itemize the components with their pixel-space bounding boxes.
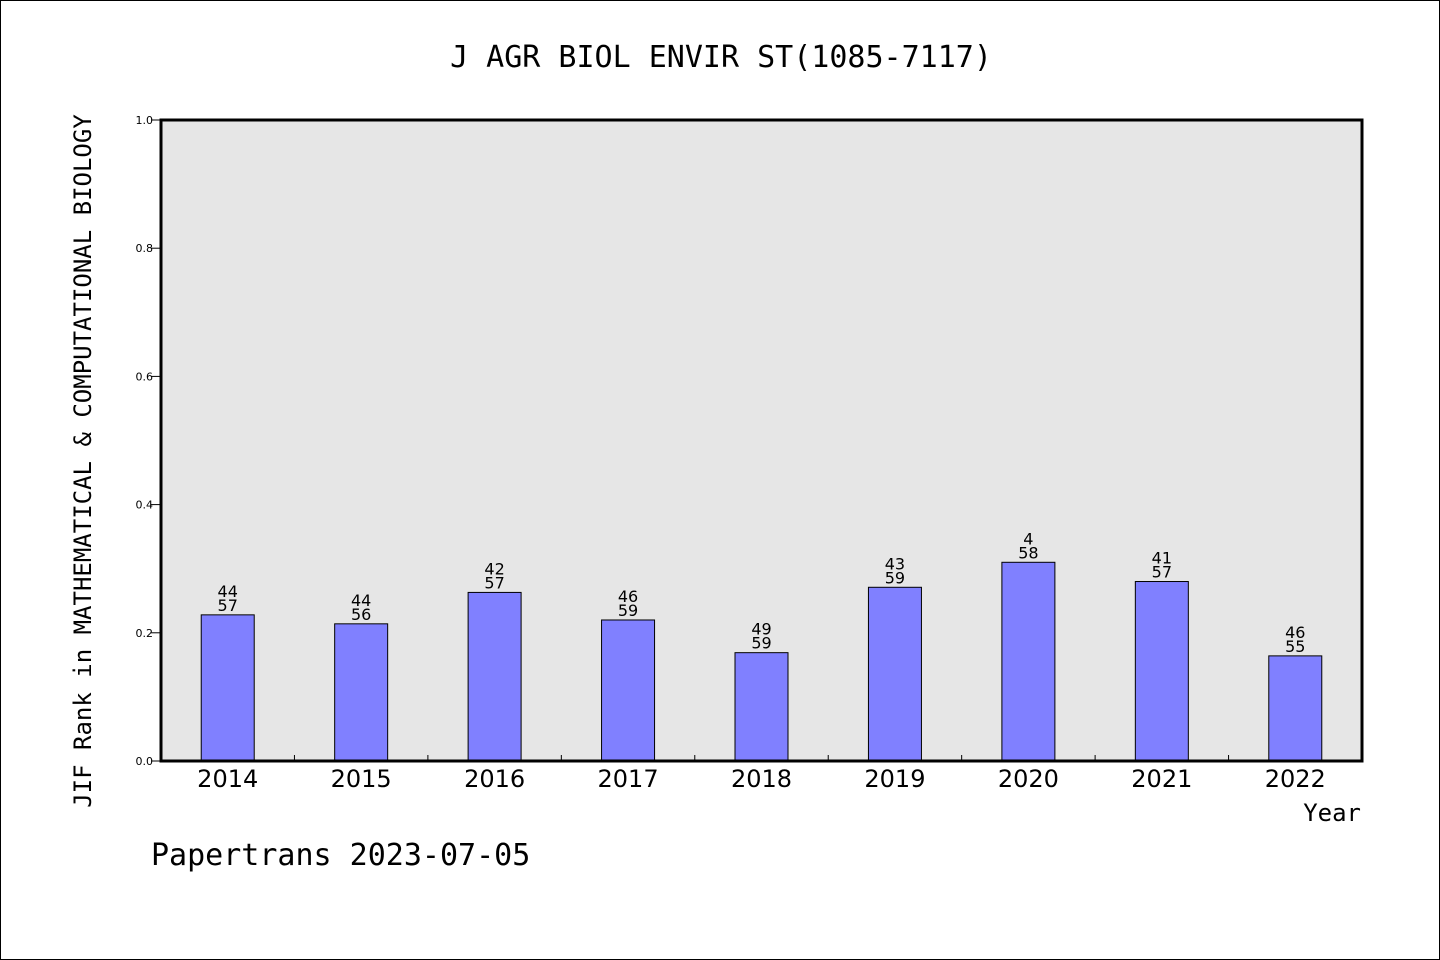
bar-label-total: 59 — [751, 634, 771, 653]
bar-2022 — [1268, 655, 1323, 762]
y-tick-label: 0.8 — [136, 242, 154, 255]
y-tick-label: 0.2 — [136, 627, 154, 640]
x-tick-label: 2022 — [1265, 765, 1326, 793]
x-tick-label: 2016 — [464, 765, 525, 793]
bar-label-total: 57 — [1152, 563, 1172, 582]
bar-2021 — [1134, 581, 1189, 762]
bar-label-total: 58 — [1018, 543, 1038, 562]
bar-2016 — [467, 591, 522, 762]
y-tick-label: 0.6 — [136, 370, 154, 383]
bar-label-rank: 46 — [618, 587, 638, 606]
x-tick-label: 2015 — [331, 765, 392, 793]
x-tick-label: 2020 — [998, 765, 1059, 793]
bar-label-rank: 46 — [1285, 623, 1305, 642]
x-tick-label: 2017 — [598, 765, 659, 793]
bar-label-total: 57 — [218, 596, 238, 615]
bar-label-total: 56 — [351, 605, 371, 624]
bar-2020 — [1001, 561, 1056, 762]
x-tick-label: 2018 — [731, 765, 792, 793]
bar-label-total: 59 — [885, 568, 905, 587]
bar-label-rank: 44 — [351, 591, 371, 610]
y-axis-label: JIF Rank in MATHEMATICAL & COMPUTATIONAL… — [69, 114, 97, 808]
bar-label-total: 57 — [484, 573, 504, 592]
x-axis-ticks: 2014 2015 2016 2017 2018 2019 2020 2021 2022 — [197, 755, 1326, 793]
x-axis-label: Year — [1303, 799, 1361, 827]
bar-label-total: 55 — [1285, 637, 1305, 656]
bar-2017 — [601, 619, 656, 762]
y-tick-label: 0.0 — [136, 755, 154, 768]
bar-label-total: 59 — [618, 601, 638, 620]
bar-label-rank: 4 — [1023, 529, 1033, 548]
bar-label-rank: 44 — [218, 582, 238, 601]
x-tick-label: 2021 — [1131, 765, 1192, 793]
y-tick-label: 0.4 — [136, 499, 154, 512]
bar-2014 — [200, 614, 255, 762]
y-tick-label: 1.0 — [136, 114, 154, 127]
bar-2019 — [867, 586, 922, 762]
x-tick-label: 2014 — [197, 765, 258, 793]
bar-2015 — [334, 623, 389, 762]
bar-2018 — [734, 652, 789, 762]
y-axis-ticks: 0.0 0.2 0.4 0.6 0.8 1.0 — [136, 114, 161, 768]
bars — [200, 561, 1323, 762]
plot-frame — [159, 118, 1364, 763]
chart-title: J AGR BIOL ENVIR ST(1085-7117) — [450, 40, 992, 75]
footer-credit: Papertrans 2023-07-05 — [151, 838, 530, 873]
bar-label-rank: 42 — [484, 559, 504, 578]
x-tick-label: 2019 — [864, 765, 925, 793]
bar-label-rank: 43 — [885, 554, 905, 573]
bar-label-rank: 41 — [1152, 549, 1172, 568]
bar-label-rank: 49 — [751, 620, 771, 639]
